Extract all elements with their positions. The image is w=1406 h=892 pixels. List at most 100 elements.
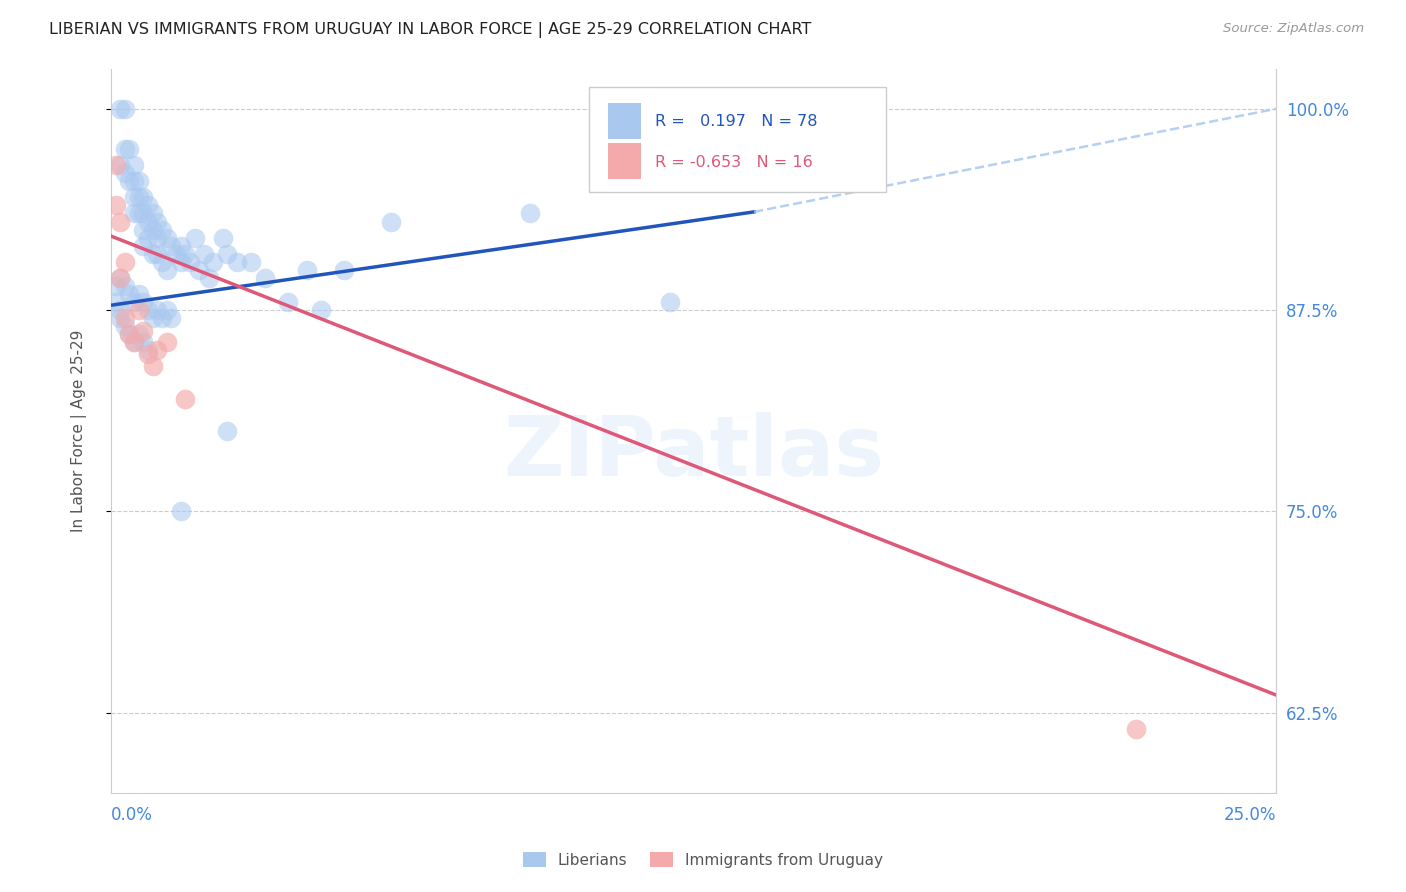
- Point: [333, 263, 356, 277]
- Point: [122, 174, 145, 188]
- Point: [156, 230, 179, 244]
- Point: [132, 222, 155, 236]
- Point: [165, 246, 187, 260]
- Point: [114, 102, 136, 116]
- Text: ZIPatlas: ZIPatlas: [503, 412, 884, 493]
- Point: [108, 271, 131, 285]
- Point: [253, 271, 276, 285]
- Text: R =   0.197   N = 78: R = 0.197 N = 78: [655, 114, 817, 129]
- Text: R = -0.653   N = 16: R = -0.653 N = 16: [655, 154, 813, 169]
- Point: [104, 198, 127, 212]
- Point: [142, 222, 165, 236]
- Point: [128, 327, 150, 342]
- Point: [104, 279, 127, 293]
- Point: [309, 303, 332, 318]
- Point: [108, 271, 131, 285]
- Point: [146, 343, 169, 358]
- Point: [150, 311, 173, 326]
- Point: [136, 346, 159, 360]
- Point: [170, 254, 193, 268]
- Point: [146, 303, 169, 318]
- Point: [217, 424, 239, 438]
- Point: [170, 238, 193, 252]
- Point: [118, 327, 141, 342]
- Point: [108, 158, 131, 172]
- Point: [146, 214, 169, 228]
- Point: [118, 174, 141, 188]
- Point: [659, 295, 682, 310]
- Point: [136, 230, 159, 244]
- Text: LIBERIAN VS IMMIGRANTS FROM URUGUAY IN LABOR FORCE | AGE 25-29 CORRELATION CHART: LIBERIAN VS IMMIGRANTS FROM URUGUAY IN L…: [49, 22, 811, 38]
- FancyBboxPatch shape: [589, 87, 886, 192]
- Point: [136, 214, 159, 228]
- Point: [122, 190, 145, 204]
- Point: [114, 311, 136, 326]
- Point: [146, 246, 169, 260]
- Point: [132, 335, 155, 350]
- Point: [132, 206, 155, 220]
- Point: [128, 303, 150, 318]
- Point: [193, 246, 215, 260]
- Point: [128, 287, 150, 301]
- Point: [122, 335, 145, 350]
- FancyBboxPatch shape: [609, 144, 641, 179]
- Point: [122, 335, 145, 350]
- Point: [174, 392, 197, 406]
- Point: [142, 246, 165, 260]
- Point: [132, 295, 155, 310]
- Point: [239, 254, 262, 268]
- Point: [128, 190, 150, 204]
- Point: [132, 324, 155, 338]
- Point: [132, 238, 155, 252]
- Point: [122, 158, 145, 172]
- Point: [114, 166, 136, 180]
- Point: [197, 271, 219, 285]
- Point: [380, 214, 402, 228]
- Text: 25.0%: 25.0%: [1223, 806, 1277, 824]
- Point: [108, 303, 131, 318]
- Point: [114, 319, 136, 334]
- Point: [142, 311, 165, 326]
- Point: [136, 343, 159, 358]
- Point: [202, 254, 225, 268]
- Point: [150, 222, 173, 236]
- Point: [108, 102, 131, 116]
- Point: [519, 206, 541, 220]
- Point: [179, 254, 201, 268]
- Point: [114, 279, 136, 293]
- Point: [295, 263, 318, 277]
- Point: [108, 311, 131, 326]
- Point: [114, 254, 136, 268]
- Point: [225, 254, 247, 268]
- Point: [156, 335, 179, 350]
- Point: [142, 359, 165, 374]
- Point: [136, 303, 159, 318]
- Point: [156, 263, 179, 277]
- FancyBboxPatch shape: [609, 103, 641, 139]
- Point: [160, 311, 183, 326]
- Point: [150, 254, 173, 268]
- Point: [136, 198, 159, 212]
- Point: [122, 206, 145, 220]
- Y-axis label: In Labor Force | Age 25-29: In Labor Force | Age 25-29: [72, 330, 87, 533]
- Point: [1125, 722, 1147, 736]
- Point: [114, 142, 136, 156]
- Point: [174, 246, 197, 260]
- Point: [188, 263, 211, 277]
- Point: [277, 295, 299, 310]
- Point: [160, 238, 183, 252]
- Point: [142, 206, 165, 220]
- Point: [184, 230, 207, 244]
- Point: [170, 504, 193, 518]
- Point: [128, 206, 150, 220]
- Text: Source: ZipAtlas.com: Source: ZipAtlas.com: [1223, 22, 1364, 36]
- Point: [108, 214, 131, 228]
- Point: [156, 303, 179, 318]
- Point: [122, 295, 145, 310]
- Point: [211, 230, 233, 244]
- Text: 0.0%: 0.0%: [111, 806, 153, 824]
- Point: [104, 295, 127, 310]
- Point: [118, 327, 141, 342]
- Legend: Liberians, Immigrants from Uruguay: Liberians, Immigrants from Uruguay: [515, 844, 891, 875]
- Point: [118, 287, 141, 301]
